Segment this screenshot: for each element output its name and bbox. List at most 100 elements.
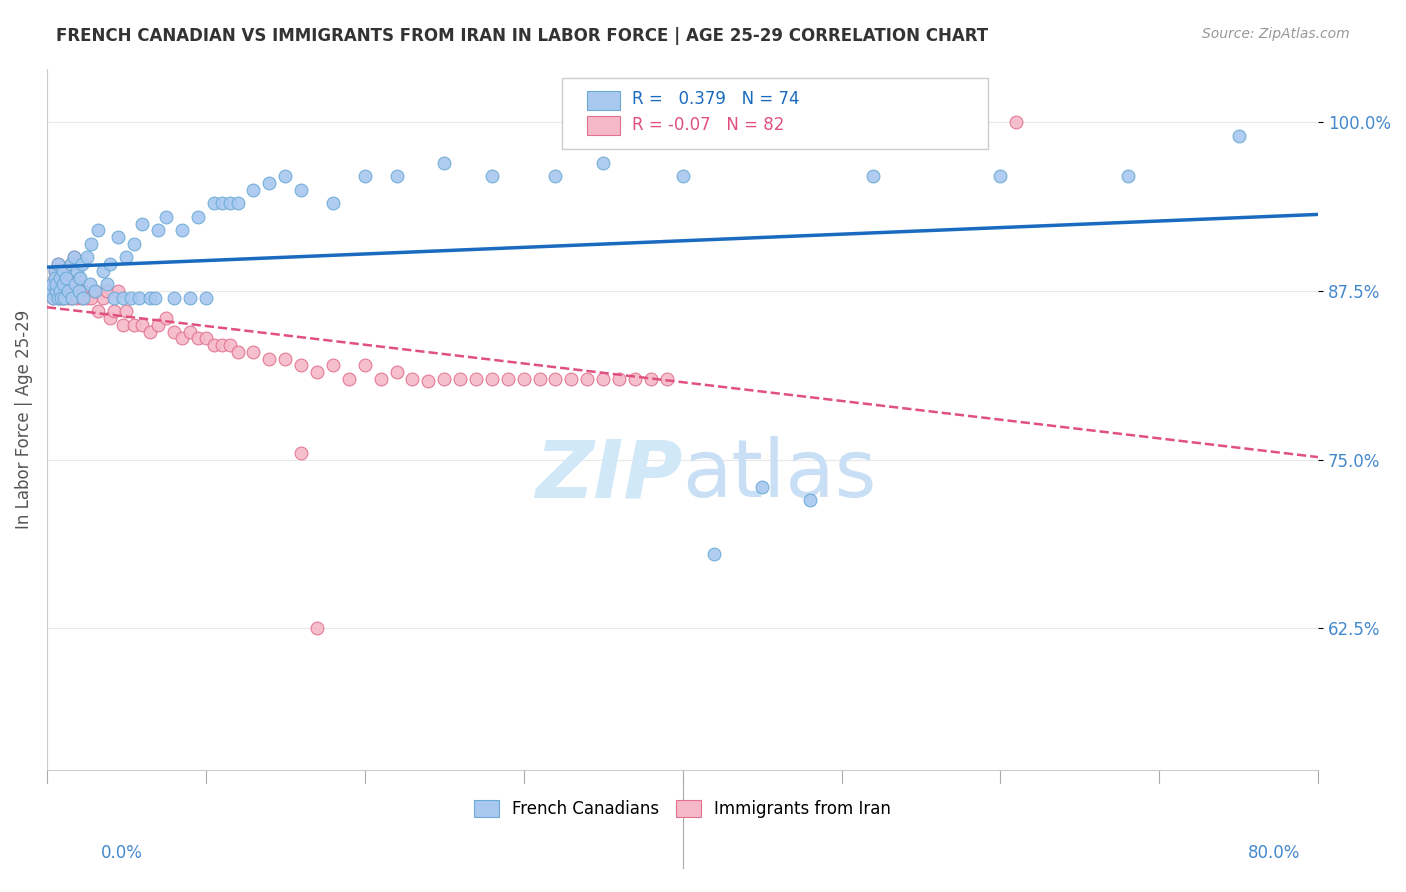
Point	[640, 372, 662, 386]
Point	[290, 183, 312, 197]
Point	[218, 196, 240, 211]
Point	[418, 375, 440, 389]
FancyBboxPatch shape	[588, 116, 620, 136]
Point	[139, 325, 162, 339]
Point	[799, 493, 821, 508]
Point	[72, 284, 94, 298]
Point	[170, 331, 193, 345]
Point	[52, 264, 75, 278]
Point	[290, 446, 312, 460]
Point	[322, 196, 344, 211]
Point	[76, 291, 98, 305]
Point	[401, 372, 423, 386]
Point	[55, 270, 77, 285]
Point	[155, 311, 177, 326]
Point	[60, 291, 83, 305]
Text: ZIP: ZIP	[536, 436, 682, 515]
Point	[146, 223, 169, 237]
Text: 0.0%: 0.0%	[101, 844, 143, 862]
Point	[66, 264, 89, 278]
Point	[55, 270, 77, 285]
Point	[512, 372, 534, 386]
Point	[45, 277, 67, 292]
Point	[107, 230, 129, 244]
Point	[131, 318, 153, 332]
Point	[80, 291, 103, 305]
Point	[124, 318, 146, 332]
Point	[91, 291, 114, 305]
Point	[120, 291, 142, 305]
Point	[56, 284, 79, 298]
Point	[146, 318, 169, 332]
Point	[170, 223, 193, 237]
Point	[990, 169, 1012, 184]
Point	[59, 257, 82, 271]
Point	[211, 338, 233, 352]
Point	[290, 359, 312, 373]
Point	[112, 291, 135, 305]
Point	[103, 291, 125, 305]
Point	[449, 372, 471, 386]
Point	[179, 325, 201, 339]
Point	[51, 291, 73, 305]
Point	[103, 304, 125, 318]
Point	[242, 344, 264, 359]
Text: FRENCH CANADIAN VS IMMIGRANTS FROM IRAN IN LABOR FORCE | AGE 25-29 CORRELATION C: FRENCH CANADIAN VS IMMIGRANTS FROM IRAN …	[56, 27, 988, 45]
Point	[624, 372, 647, 386]
Point	[56, 284, 79, 298]
Point	[65, 277, 87, 292]
Point	[202, 338, 225, 352]
Point	[48, 270, 70, 285]
Point	[41, 277, 63, 292]
FancyBboxPatch shape	[588, 91, 620, 110]
Point	[576, 372, 599, 386]
Point	[53, 291, 76, 305]
Point	[242, 183, 264, 197]
Point	[96, 284, 118, 298]
Point	[107, 284, 129, 298]
Point	[44, 264, 66, 278]
Point	[42, 291, 65, 305]
Legend: French Canadians, Immigrants from Iran: French Canadians, Immigrants from Iran	[467, 793, 898, 825]
Point	[353, 359, 375, 373]
Point	[1005, 115, 1028, 129]
Point	[370, 372, 392, 386]
Point	[63, 251, 86, 265]
Point	[80, 236, 103, 251]
Point	[45, 284, 67, 298]
Point	[39, 284, 62, 298]
Point	[65, 277, 87, 292]
Point	[307, 365, 329, 379]
Point	[163, 325, 186, 339]
Point	[194, 331, 217, 345]
Point	[44, 270, 66, 285]
Point	[96, 277, 118, 292]
Point	[671, 169, 693, 184]
Point	[1227, 128, 1250, 143]
Text: atlas: atlas	[682, 436, 877, 515]
Point	[187, 331, 209, 345]
Point	[87, 223, 110, 237]
Text: Source: ZipAtlas.com: Source: ZipAtlas.com	[1202, 27, 1350, 41]
Point	[79, 277, 101, 292]
Point	[560, 372, 582, 386]
Point	[48, 284, 70, 298]
Point	[155, 210, 177, 224]
Point	[194, 291, 217, 305]
Point	[655, 372, 678, 386]
Point	[58, 291, 80, 305]
Point	[353, 169, 375, 184]
Point	[496, 372, 519, 386]
Point	[592, 156, 614, 170]
Point	[131, 217, 153, 231]
Point	[226, 344, 249, 359]
Point	[76, 251, 98, 265]
Point	[46, 257, 69, 271]
Point	[607, 372, 630, 386]
Point	[544, 372, 567, 386]
Point	[544, 169, 567, 184]
Point	[259, 351, 281, 366]
Point	[163, 291, 186, 305]
Point	[44, 264, 66, 278]
Point	[52, 264, 75, 278]
